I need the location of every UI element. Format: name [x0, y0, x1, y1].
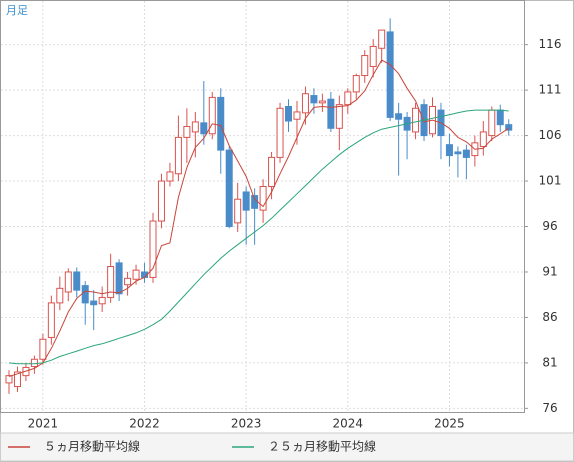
- candle-body: [335, 104, 343, 129]
- candle-body: [352, 75, 360, 93]
- candle-body: [412, 107, 420, 133]
- y-tick-label: 111: [539, 83, 562, 97]
- legend-box: [0, 432, 574, 462]
- candle-body: [276, 107, 284, 158]
- x-tick-label: 2025: [434, 417, 465, 431]
- candle-body: [268, 156, 276, 187]
- candle-body: [98, 296, 106, 305]
- x-tick-label: 2021: [28, 417, 59, 431]
- candle-body: [327, 98, 335, 129]
- candle-body: [344, 91, 352, 106]
- candle-body: [90, 300, 98, 306]
- y-tick-label: 91: [542, 264, 557, 278]
- x-tick-label: 2022: [129, 417, 160, 431]
- candle-body: [157, 180, 165, 222]
- y-tick-label: 101: [539, 174, 562, 188]
- candle-body: [479, 131, 487, 147]
- candle-body: [225, 149, 233, 228]
- plot-area: [0, 0, 525, 413]
- candle-body: [166, 171, 174, 182]
- candle-body: [132, 269, 140, 280]
- candle-body: [445, 144, 453, 157]
- candle-body: [361, 55, 369, 77]
- candle-body: [454, 151, 462, 155]
- legend-label: ５ヵ月移動平均線: [44, 439, 140, 454]
- candle-body: [301, 93, 309, 114]
- candle-body: [293, 111, 301, 120]
- y-tick-label: 86: [542, 310, 557, 324]
- candle-body: [496, 109, 504, 126]
- x-tick-label: 2023: [231, 417, 262, 431]
- candle-body: [208, 96, 216, 135]
- candle-body: [107, 266, 115, 298]
- candle-body: [217, 96, 225, 151]
- candle-body: [124, 277, 132, 286]
- candle-body: [310, 95, 318, 104]
- candle-body: [149, 220, 157, 278]
- candle-body: [56, 287, 64, 304]
- candle-body: [47, 302, 55, 338]
- candle-body: [386, 31, 394, 118]
- candle-body: [30, 358, 38, 368]
- candle-body: [378, 29, 386, 49]
- ma-line: [8, 59, 509, 377]
- candle-body: [395, 113, 403, 120]
- candle-body: [174, 136, 182, 175]
- candle-body: [242, 191, 250, 211]
- candle-body: [285, 105, 293, 122]
- candle-body: [462, 149, 470, 158]
- y-tick-label: 76: [542, 401, 557, 415]
- candle-body: [81, 285, 89, 304]
- x-tick-label: 2024: [333, 417, 364, 431]
- candle-body: [191, 121, 199, 133]
- legend-label: ２５ヵ月移動平均線: [268, 439, 376, 454]
- candle-body: [369, 45, 377, 67]
- y-tick-label: 106: [539, 128, 562, 142]
- y-tick-label: 116: [539, 37, 562, 51]
- chart-title: 月足: [6, 4, 28, 17]
- candle-body: [259, 185, 267, 211]
- candle-body: [39, 338, 47, 360]
- ma-line: [8, 109, 509, 365]
- candle-body: [13, 371, 21, 388]
- y-tick-label: 96: [542, 219, 557, 233]
- candle-body: [73, 271, 81, 291]
- candle-body: [488, 109, 496, 137]
- candle-body: [505, 124, 513, 131]
- candle-body: [183, 125, 191, 138]
- candle-body: [251, 195, 259, 209]
- candle-body: [318, 100, 326, 104]
- candle-body: [234, 198, 242, 224]
- y-tick-label: 81: [542, 355, 557, 369]
- candle-body: [64, 271, 72, 293]
- candle-body: [115, 262, 123, 295]
- candle-body: [5, 375, 13, 384]
- candle-body: [200, 122, 208, 135]
